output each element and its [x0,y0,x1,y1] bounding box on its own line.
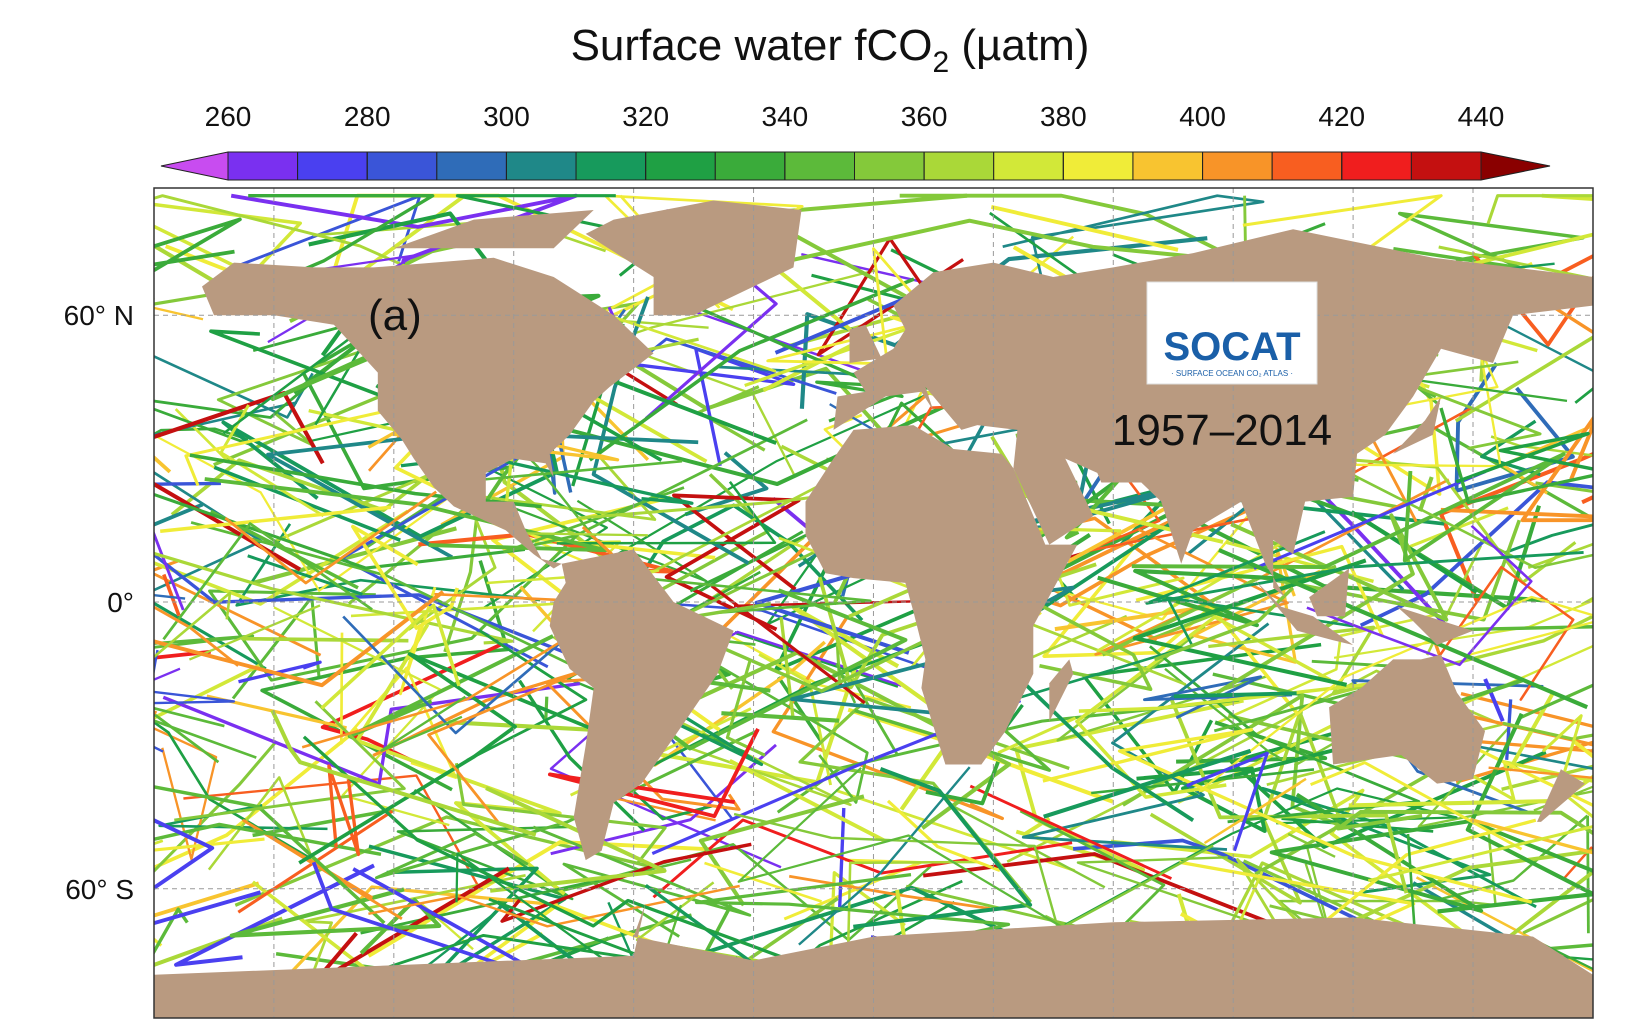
colorbar-tick-label: 320 [622,101,669,132]
title-subscript: 2 [932,46,949,79]
colorbar-segment [1133,152,1203,180]
colorbar-over [1481,152,1550,180]
ship-track [56,671,157,713]
colorbar-segment [715,152,785,180]
lat-label: 60° N [64,300,134,331]
colorbar-segment [1063,152,1133,180]
colorbar-segment [1411,152,1481,180]
colorbar-segment [506,152,576,180]
colorbar-segment [855,152,925,180]
colorbar-segment [646,152,716,180]
lat-labels: 60° N 0° 60° S [64,300,134,905]
colorbar-segment [785,152,855,180]
colorbar-tick-label: 360 [901,101,948,132]
colorbar-tick-label: 420 [1318,101,1365,132]
map [0,188,1642,1022]
period: 1957–2014 [1112,406,1332,455]
colorbar-segment [994,152,1064,180]
title: Surface water fCO2 (µatm) [571,21,1090,79]
colorbar-tick-label: 440 [1458,101,1505,132]
colorbar-segment [576,152,646,180]
colorbar-segment [1342,152,1412,180]
colorbar-tick-label: 380 [1040,101,1087,132]
logo: SOCAT · SURFACE OCEAN CO₂ ATLAS · [1147,282,1317,384]
colorbar-tick-label: 260 [205,101,252,132]
colorbar-segment [228,152,298,180]
colorbar-tick-label: 400 [1179,101,1226,132]
colorbar-segment [1203,152,1273,180]
panel-label: (a) [368,291,422,340]
ship-track [15,246,154,301]
colorbar-segment [437,152,507,180]
colorbar-segment [924,152,994,180]
title-main: Surface water fCO [571,21,933,70]
title-unit: (µatm) [949,21,1089,70]
colorbar-tick-label: 340 [762,101,809,132]
colorbar-segment [367,152,437,180]
colorbar: 260 280 300 320 340 360 380 400 420 440 [161,101,1550,180]
lat-label: 0° [107,587,134,618]
logo-name: SOCAT [1163,325,1300,369]
colorbar-tick-label: 300 [483,101,530,132]
ship-track [1591,689,1642,752]
colorbar-segment [1272,152,1342,180]
colorbar-tick-label: 280 [344,101,391,132]
colorbar-segment [298,152,368,180]
logo-subtitle: · SURFACE OCEAN CO₂ ATLAS · [1171,369,1293,378]
lat-label: 60° S [65,874,134,905]
colorbar-under [161,152,228,180]
ship-track [73,841,163,872]
